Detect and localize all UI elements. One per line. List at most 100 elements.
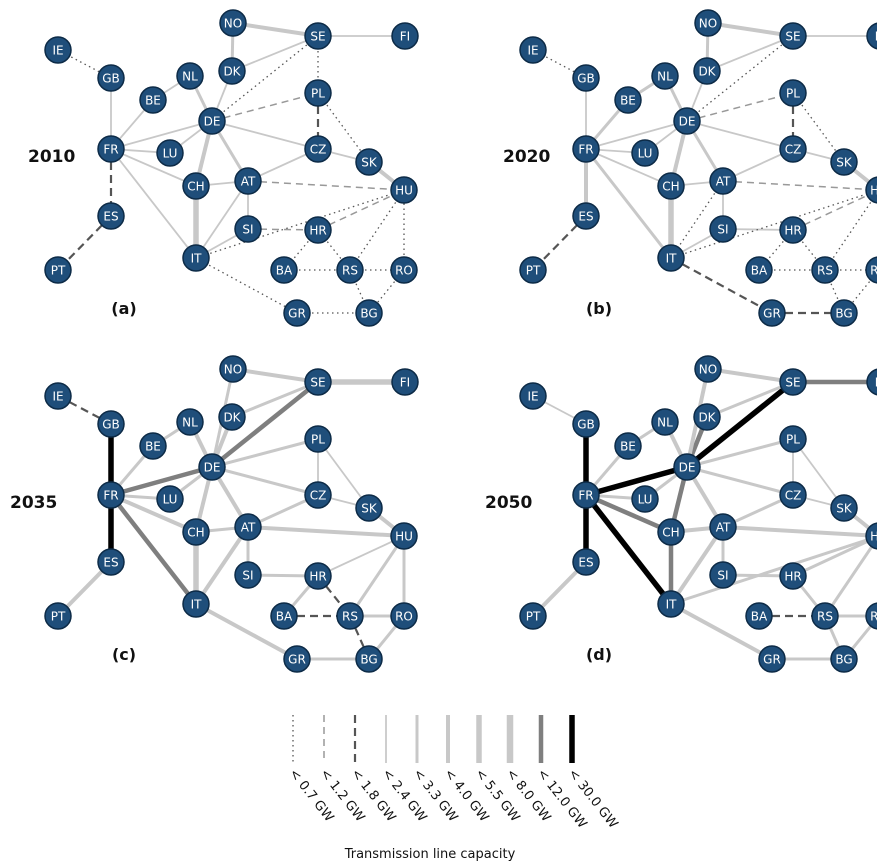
node-CH: CH — [182, 518, 210, 546]
node-label: ES — [578, 210, 593, 224]
edge-HR-HU — [317, 535, 405, 577]
node-label: DK — [698, 65, 716, 79]
node-circle — [866, 22, 877, 50]
node-BE: BE — [139, 432, 167, 460]
node-circle — [779, 216, 807, 244]
node-label: GR — [288, 653, 306, 667]
edge-IT-GR — [670, 257, 773, 314]
node-LU: LU — [156, 139, 184, 167]
edge-NO-SE — [232, 367, 319, 384]
node-label: IT — [191, 252, 203, 266]
node-label: RO — [395, 264, 413, 278]
edge-AT-HU — [247, 180, 405, 191]
node-circle — [234, 167, 262, 195]
edge-HR-RS — [792, 229, 826, 271]
edge-RS-HU — [824, 191, 877, 271]
edge-DK-SE — [231, 35, 319, 72]
node-circle — [572, 410, 600, 438]
node-HR: HR — [779, 216, 807, 244]
node-label: NL — [182, 416, 198, 430]
node-label: CH — [187, 180, 204, 194]
node-circle — [830, 148, 858, 176]
edge-DK-SE — [231, 380, 319, 419]
node-circle — [657, 244, 685, 272]
node-label: BG — [360, 307, 377, 321]
node-DE: DE — [198, 453, 226, 481]
node-FR: FR — [572, 135, 600, 163]
node-circle — [865, 176, 877, 204]
edge-DK-SE — [706, 35, 794, 72]
node-circle — [572, 202, 600, 230]
edge-IT-GR — [670, 602, 773, 661]
edge-PL-SK — [792, 438, 845, 509]
panel-label: (c) — [112, 645, 136, 664]
node-DK: DK — [218, 57, 246, 85]
node-circle — [745, 256, 773, 284]
node-circle — [156, 139, 184, 167]
node-circle — [390, 256, 418, 284]
node-label: AT — [241, 521, 256, 535]
node-circle — [758, 645, 786, 673]
panel-a: IE GB NO SE FI DK NL BE DE PL FR LU CZ SK CH AT HU ES SI HR… — [28, 9, 419, 327]
node-circle — [779, 135, 807, 163]
node-label: HR — [784, 570, 801, 584]
edge-HR-BA — [758, 229, 794, 271]
node-circle — [355, 299, 383, 327]
node-IE: IE — [519, 382, 547, 410]
node-label: IE — [52, 390, 63, 404]
node-label: PL — [311, 87, 325, 101]
node-circle — [657, 172, 685, 200]
node-BA: BA — [745, 602, 773, 630]
edge-FR-DE — [110, 120, 213, 150]
node-IE: IE — [44, 382, 72, 410]
panel-label: (a) — [111, 299, 136, 318]
node-label: HU — [395, 530, 413, 544]
node-label: NL — [657, 70, 673, 84]
node-circle — [198, 107, 226, 135]
node-SK: SK — [355, 148, 383, 176]
edge-FR-DE — [585, 120, 688, 150]
node-label: RO — [870, 264, 877, 278]
legend: < 0.7 GW< 1.2 GW< 1.8 GW< 2.4 GW< 3.3 GW… — [286, 715, 620, 862]
node-label: FR — [578, 489, 593, 503]
node-label: NO — [224, 363, 242, 377]
node-NL: NL — [651, 408, 679, 436]
nodes-b: IE GB NO SE FI DK NL BE DE PL FR LU CZ SK CH AT HU ES SI HR… — [519, 9, 877, 327]
node-circle — [694, 355, 722, 383]
node-GR: GR — [758, 299, 786, 327]
node-circle — [390, 522, 418, 550]
node-label: PT — [526, 264, 541, 278]
node-PT: PT — [519, 602, 547, 630]
node-circle — [304, 216, 332, 244]
node-circle — [614, 432, 642, 460]
node-label: NL — [657, 416, 673, 430]
node-circle — [139, 86, 167, 114]
node-circle — [657, 518, 685, 546]
node-circle — [182, 172, 210, 200]
node-label: ES — [103, 210, 118, 224]
node-label: FI — [875, 376, 877, 390]
edge-AT-IT — [195, 180, 249, 259]
node-RS: RS — [336, 602, 364, 630]
node-BE: BE — [614, 432, 642, 460]
node-FI: FI — [391, 368, 419, 396]
node-HR: HR — [779, 562, 807, 590]
node-circle — [44, 36, 72, 64]
node-circle — [673, 453, 701, 481]
edge-RS-HU — [823, 536, 877, 617]
node-label: BE — [620, 94, 636, 108]
node-label: AT — [241, 175, 256, 189]
edge-NO-SE — [232, 21, 319, 38]
node-DE: DE — [673, 107, 701, 135]
node-SI: SI — [234, 561, 262, 589]
node-circle — [44, 256, 72, 284]
node-RO: RO — [865, 602, 877, 630]
node-label: IT — [191, 598, 203, 612]
node-circle — [182, 518, 210, 546]
edge-AT-IT — [194, 525, 250, 606]
node-GR: GR — [758, 645, 786, 673]
node-CZ: CZ — [779, 135, 807, 163]
edge-FR-CH — [585, 148, 672, 187]
node-AT: AT — [234, 513, 262, 541]
